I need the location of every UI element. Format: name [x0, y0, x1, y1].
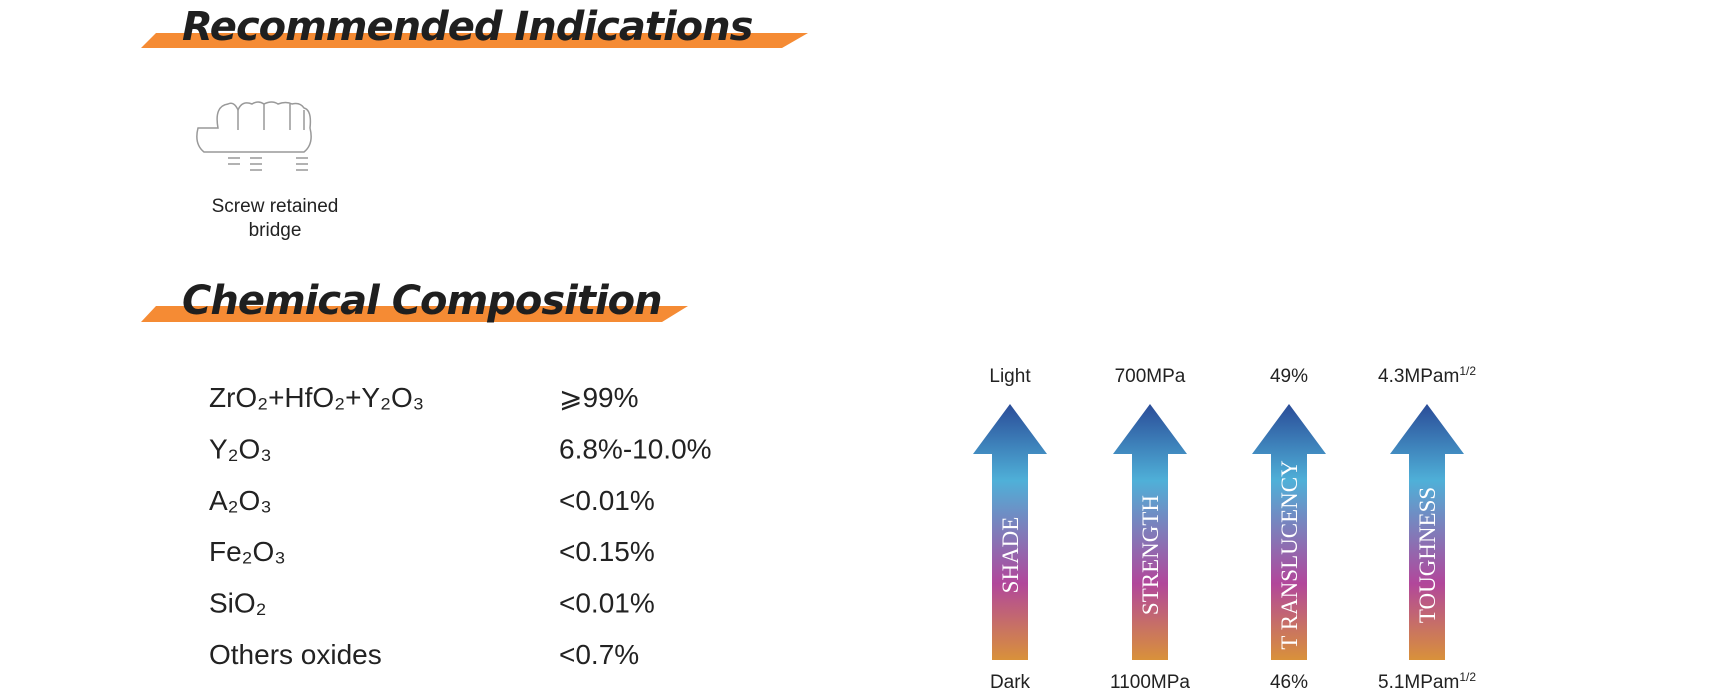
label-text: Dark [990, 672, 1031, 693]
formula: A₂O₃ [209, 485, 272, 516]
indication-label: Screw retained [212, 196, 339, 217]
formula: Fe₂O₃ [209, 536, 286, 567]
property-label: 46% [1270, 672, 1308, 693]
label-text: 4.3MPam [1378, 366, 1459, 387]
label-sup: 1/2 [1459, 364, 1476, 378]
indication-label: bridge [249, 220, 302, 241]
formula: SiO₂ [209, 588, 267, 619]
arrow [1113, 404, 1187, 660]
label-sup: 1/2 [1459, 670, 1476, 684]
label-text: 700MPa [1115, 366, 1186, 387]
value: <0.7% [559, 639, 639, 670]
property-label: 1100MPa [1110, 672, 1190, 693]
value: 6.8%-10.0% [559, 433, 712, 464]
title-bar [141, 306, 688, 322]
label-text: 49% [1270, 366, 1308, 387]
property-name: T RANSLUCENCY [1277, 460, 1302, 650]
property-label: 49% [1270, 366, 1308, 387]
value: <0.01% [559, 588, 655, 619]
label-text: Light [989, 366, 1031, 387]
value: <0.15% [559, 536, 655, 567]
property-label: 5.1MPam1/2 [1378, 670, 1476, 693]
formula: Y₂O₃ [209, 433, 272, 464]
property-label: Light [989, 366, 1031, 387]
property-name: TOUGHNESS [1415, 487, 1440, 623]
label-text: 5.1MPam [1378, 672, 1459, 693]
property-label: 700MPa [1115, 366, 1186, 387]
section-title: Chemical Composition [182, 278, 662, 324]
arrow [973, 404, 1047, 660]
value: <0.01% [559, 485, 655, 516]
label-text: 1100MPa [1110, 672, 1190, 693]
formula: ZrO₂+HfO₂+Y₂O₃ [209, 382, 424, 413]
property-label: Dark [990, 672, 1031, 693]
arrow [1252, 404, 1326, 660]
value: ⩾99% [559, 382, 639, 413]
property-label: 4.3MPam1/2 [1378, 364, 1476, 387]
arrow [1390, 404, 1464, 660]
bridge-icon [196, 101, 312, 171]
formula: Others oxides [209, 639, 382, 670]
property-name: SHADE [998, 517, 1023, 594]
label-text: 46% [1270, 672, 1308, 693]
section-title: Recommended Indications [182, 4, 753, 50]
title-bar [141, 33, 808, 48]
property-name: STRENGTH [1138, 495, 1163, 615]
